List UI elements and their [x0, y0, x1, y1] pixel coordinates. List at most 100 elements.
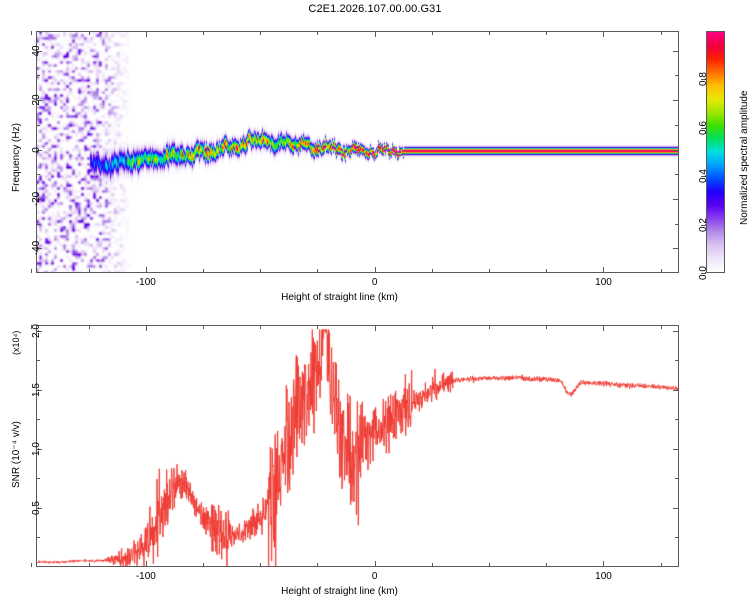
x-tick	[603, 31, 604, 37]
spectrogram-plot-area	[36, 31, 679, 273]
colorbar-label: Normalized spectral amplitude	[739, 90, 750, 225]
y-tick	[36, 419, 40, 420]
x-tick	[31, 563, 32, 567]
y-tick	[36, 174, 40, 175]
x-tick	[546, 269, 547, 273]
y-tick-label: 0.5	[31, 501, 42, 515]
y-tick	[673, 390, 679, 391]
x-tick	[489, 31, 490, 35]
snr-plot-area	[36, 325, 679, 567]
y-tick-label: 0	[31, 146, 42, 153]
x-tick	[375, 325, 376, 331]
y-tick-label: 2.0	[31, 323, 42, 338]
y-tick	[36, 331, 42, 332]
y-tick	[673, 51, 679, 52]
x-tick	[203, 31, 204, 35]
y-tick-label: 40	[31, 45, 42, 57]
x-tick	[432, 325, 433, 329]
x-tick	[661, 325, 662, 329]
x-tick	[432, 563, 433, 567]
x-tick	[146, 31, 147, 37]
y-tick	[36, 150, 42, 151]
colorbar-tick	[701, 176, 706, 177]
colorbar-tick	[701, 79, 706, 80]
x-tick-label: 0	[371, 277, 378, 288]
colorbar-tick	[701, 128, 706, 129]
y-tick	[675, 537, 679, 538]
y-tick	[673, 199, 679, 200]
x-tick	[89, 269, 90, 273]
y-tick-label: -40	[31, 241, 42, 256]
x-tick-label: -100	[135, 277, 156, 288]
y-tick	[673, 449, 679, 450]
x-tick	[260, 325, 261, 329]
x-tick	[89, 563, 90, 567]
y-tick	[675, 419, 679, 420]
y-tick	[36, 508, 42, 509]
spectrogram-x-axis-label: Height of straight line (km)	[281, 292, 398, 303]
colorbar-canvas	[707, 32, 724, 272]
y-tick	[673, 331, 679, 332]
x-tick	[89, 325, 90, 329]
y-tick	[36, 478, 40, 479]
colorbar-tick-label: 0.2	[698, 217, 709, 232]
y-tick	[36, 51, 42, 52]
y-tick-label: 1.0	[31, 441, 42, 456]
x-tick	[489, 269, 490, 273]
x-tick	[260, 563, 261, 567]
colorbar-tick	[701, 225, 706, 226]
x-tick	[317, 325, 318, 329]
x-tick	[661, 31, 662, 35]
x-tick	[489, 563, 490, 567]
x-tick	[661, 563, 662, 567]
colorbar-tick-label: 0.4	[698, 169, 709, 184]
x-tick	[375, 267, 376, 273]
x-tick	[31, 269, 32, 273]
x-tick	[146, 561, 147, 567]
y-tick	[675, 174, 679, 175]
x-tick	[603, 561, 604, 567]
colorbar-gradient	[706, 31, 725, 273]
y-tick	[675, 478, 679, 479]
y-tick	[36, 537, 40, 538]
x-tick	[31, 325, 32, 329]
y-tick	[36, 224, 40, 225]
x-tick	[603, 267, 604, 273]
x-tick	[603, 325, 604, 331]
y-tick	[36, 360, 40, 361]
x-tick	[203, 563, 204, 567]
y-tick	[675, 75, 679, 76]
x-tick	[375, 561, 376, 567]
y-tick-label: 1.5	[31, 382, 42, 397]
x-tick	[31, 31, 32, 35]
y-tick	[673, 248, 679, 249]
x-tick	[661, 269, 662, 273]
page-title: C2E1.2026.107.00.00.G31	[308, 3, 442, 15]
snr-x-axis-label: Height of straight line (km)	[281, 586, 398, 597]
x-tick	[203, 325, 204, 329]
x-tick	[546, 563, 547, 567]
snr-canvas	[37, 326, 678, 566]
y-tick	[36, 75, 40, 76]
x-tick	[546, 325, 547, 329]
x-tick	[317, 31, 318, 35]
y-tick	[36, 125, 40, 126]
y-tick	[36, 449, 42, 450]
colorbar-tick-label: 0.8	[698, 72, 709, 87]
y-tick-label: 20	[31, 94, 42, 106]
x-tick	[489, 325, 490, 329]
x-tick	[317, 563, 318, 567]
snr-y-axis-exponent: (x10⁴)	[11, 330, 21, 355]
x-tick-label: 100	[595, 277, 612, 288]
x-tick-label: 100	[595, 571, 612, 582]
y-tick	[36, 100, 42, 101]
spectrogram-canvas	[37, 32, 678, 272]
colorbar-tick-label: 0.6	[698, 120, 709, 135]
y-tick	[673, 100, 679, 101]
x-tick	[260, 269, 261, 273]
snr-y-axis-label: SNR (10⁻⁴ v/v)	[11, 421, 22, 488]
y-tick	[675, 224, 679, 225]
x-tick	[432, 31, 433, 35]
y-tick	[675, 360, 679, 361]
